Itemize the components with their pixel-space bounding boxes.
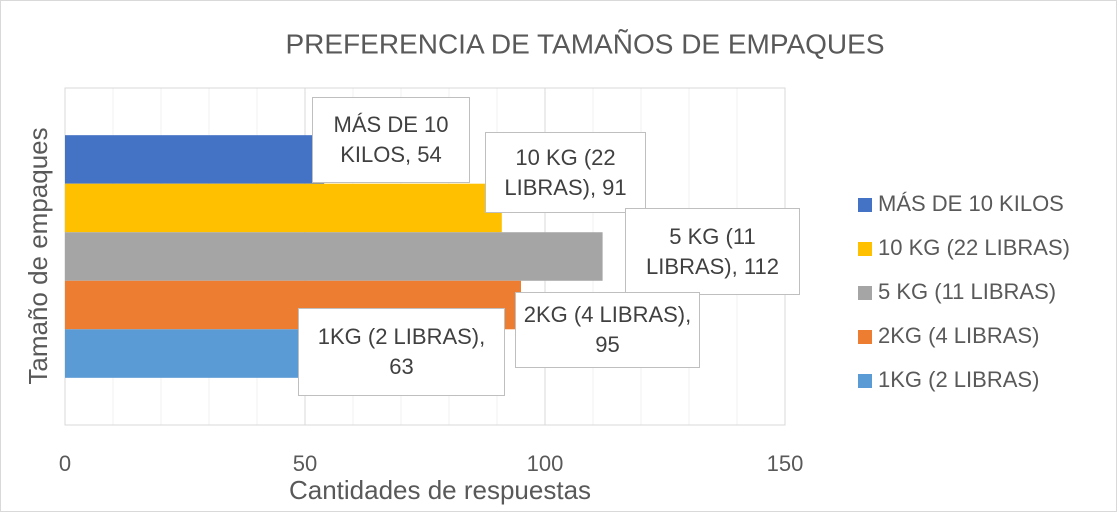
x-tick-label: 100 [527,451,564,476]
data-label: 2KG (4 LIBRAS), 95 [515,292,700,368]
legend-swatch [858,330,872,344]
chart-title: PREFERENCIA DE TAMAÑOS DE EMPAQUES [285,28,884,59]
x-tick-label: 150 [767,451,804,476]
legend-label: 1KG (2 LIBRAS) [878,367,1039,392]
bar [65,135,325,184]
y-axis-label: Tamaño de empaques [23,127,53,384]
data-label: 10 KG (22 LIBRAS), 91 [485,132,646,213]
legend-swatch [858,286,872,300]
x-axis-label: Cantidades de respuestas [289,475,591,505]
legend-swatch [858,198,872,212]
bar [65,232,603,281]
legend-label: MÁS DE 10 KILOS [878,191,1064,216]
data-label: 5 KG (11 LIBRAS), 112 [625,208,800,295]
x-tick-label: 0 [59,451,71,476]
bar [65,183,502,233]
data-label: MÁS DE 10 KILOS, 54 [312,97,470,183]
legend-swatch [858,242,872,256]
data-label: 1KG (2 LIBRAS), 63 [298,308,505,396]
legend-label: 10 KG (22 LIBRAS) [878,235,1070,260]
legend-label: 2KG (4 LIBRAS) [878,323,1039,348]
legend-label: 5 KG (11 LIBRAS) [878,279,1056,304]
legend-swatch [858,374,872,388]
x-tick-label: 50 [293,451,317,476]
